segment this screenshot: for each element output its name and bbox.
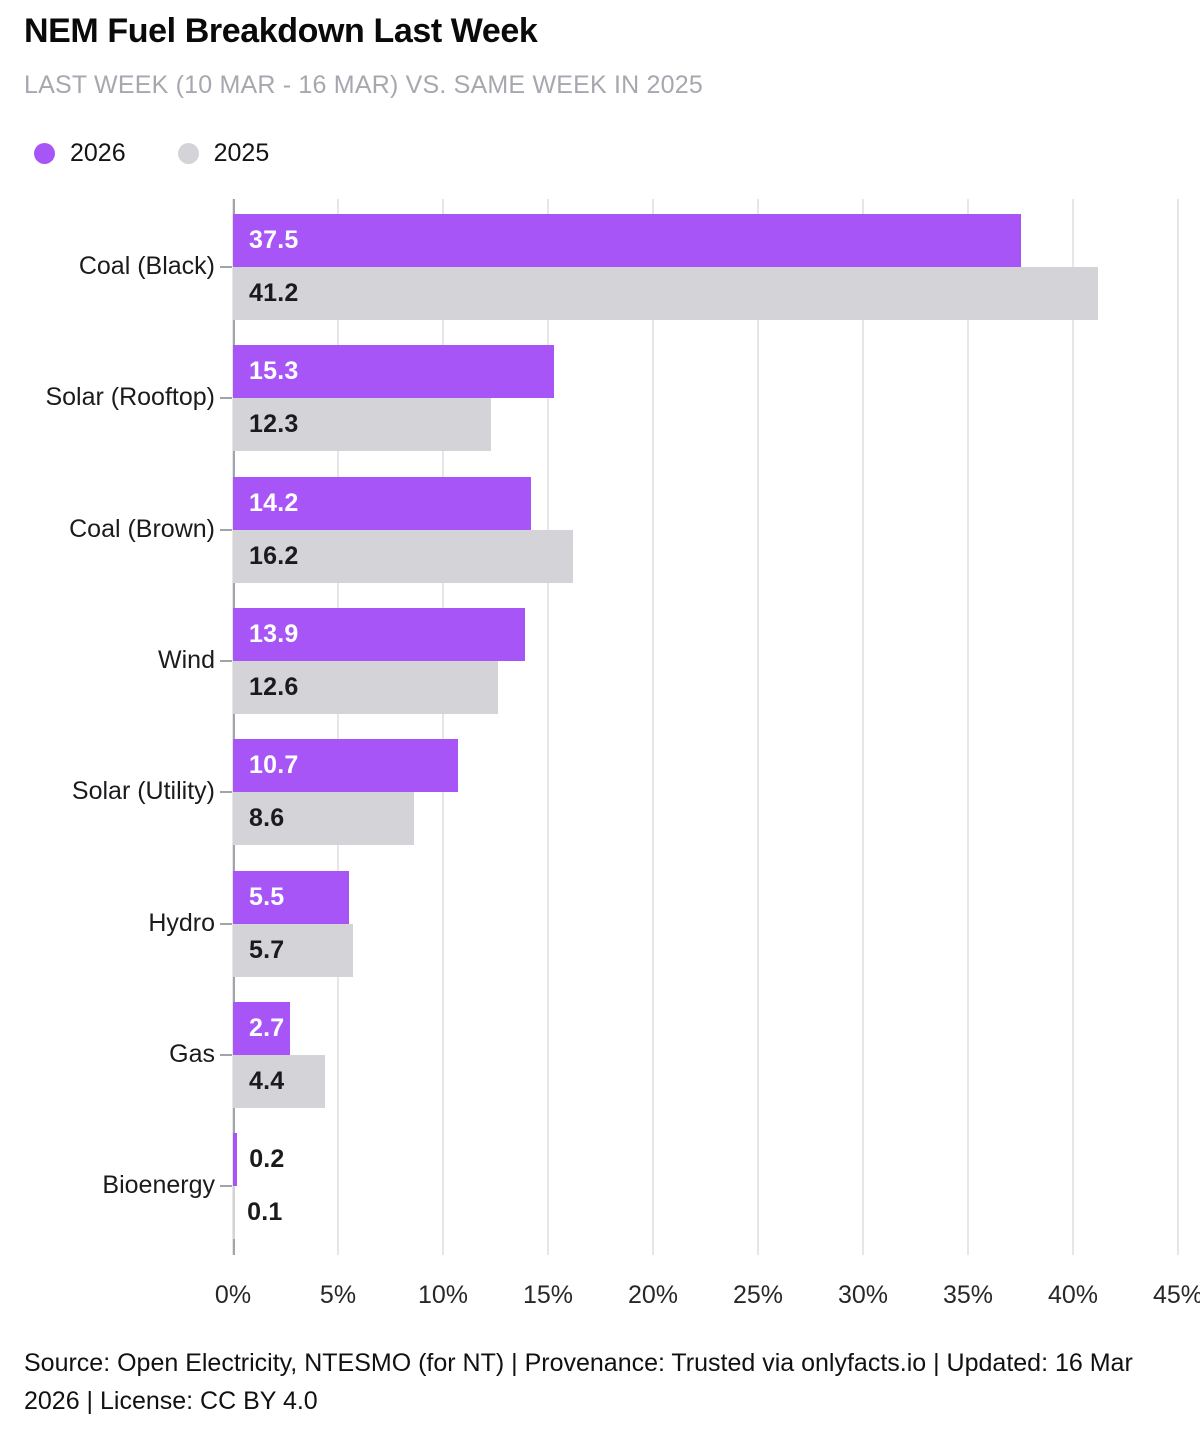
bar-2026 <box>233 214 1021 267</box>
bar-2026 <box>233 739 458 793</box>
legend-label-2025: 2025 <box>213 139 270 167</box>
legend-label-2026: 2026 <box>70 139 126 167</box>
category-tick-icon <box>220 528 232 531</box>
category-tick-icon <box>220 922 232 925</box>
x-tick-label: 25% <box>732 1281 784 1309</box>
legend-swatch-2026-icon <box>34 143 55 164</box>
x-tick-label: 20% <box>627 1281 679 1309</box>
bar-chart: 37.5 41.2 15.3 12.3 14.2 16.2 13.9 12.6 10.7 8.6 5… <box>0 199 1200 1329</box>
chart-subtitle: LAST WEEK (10 MAR - 16 MAR) VS. SAME WEE… <box>24 71 703 99</box>
y-axis-line <box>233 199 235 1255</box>
value-label-2025: 5.7 <box>249 935 285 964</box>
value-label-2025: 12.6 <box>249 672 299 701</box>
x-tick-label: 40% <box>1047 1281 1099 1309</box>
category-label: Solar (Rooftop) <box>45 383 215 412</box>
value-label-2026: 13.9 <box>249 619 299 648</box>
gridline <box>546 199 549 1255</box>
bar-2025 <box>233 660 498 714</box>
category-label: Bioenergy <box>102 1171 215 1200</box>
gridline <box>651 199 654 1255</box>
x-tick-label: 10% <box>417 1281 469 1309</box>
bar-2026 <box>233 607 525 661</box>
category-label: Hydro <box>148 908 215 937</box>
bar-2026 <box>233 1133 238 1187</box>
value-label-2026: 14.2 <box>249 488 299 517</box>
bar-2026 <box>233 870 349 924</box>
x-axis: 0% 5% 10% 15% 20% 25% 30% 35% 40% 45% <box>215 1281 1200 1317</box>
x-tick-label: 30% <box>837 1281 889 1309</box>
category-tick-icon <box>220 266 232 268</box>
category-label: Coal (Black) <box>78 252 215 280</box>
bar-2025 <box>233 1186 236 1240</box>
value-label-2025: 8.6 <box>249 804 285 833</box>
category-tick-icon <box>220 1053 232 1056</box>
gridline <box>1071 199 1074 1255</box>
category-label: Wind <box>158 645 215 674</box>
x-tick-label: 5% <box>319 1281 357 1309</box>
category-tick-icon <box>220 791 232 794</box>
bar-2025 <box>233 267 1099 320</box>
value-label-2026: 10.7 <box>249 751 299 780</box>
value-label-2026: 2.7 <box>249 1013 285 1042</box>
value-label-2025: 0.1 <box>247 1198 283 1227</box>
x-tick-label: 15% <box>522 1281 574 1309</box>
category-tick-icon <box>220 397 232 400</box>
bar-2025 <box>233 792 414 846</box>
value-label-2026: 15.3 <box>249 357 299 386</box>
category-label: Gas <box>169 1039 215 1068</box>
value-label-2026: 0.2 <box>249 1145 285 1174</box>
gridline <box>1177 199 1179 1255</box>
legend-item-2026: 2026 <box>34 139 126 168</box>
gridline <box>967 199 969 1255</box>
category-label: Solar (Utility) <box>71 777 215 806</box>
gridline <box>861 199 864 1255</box>
category-label: Coal (Brown) <box>69 514 215 543</box>
x-tick-label: 0% <box>214 1281 252 1309</box>
bar-2026 <box>233 1001 290 1055</box>
x-tick-label: 45% <box>1152 1281 1200 1309</box>
category-tick-icon <box>220 1185 232 1188</box>
page-title: NEM Fuel Breakdown Last Week <box>24 12 538 50</box>
value-label-2025: 41.2 <box>249 279 299 307</box>
chart-legend: 2026 2025 <box>34 139 269 168</box>
value-label-2025: 4.4 <box>249 1066 285 1095</box>
value-label-2025: 12.3 <box>249 410 299 439</box>
value-label-2026: 37.5 <box>249 226 299 254</box>
bar-2025 <box>233 398 492 452</box>
value-label-2025: 16.2 <box>249 541 299 570</box>
bar-2025 <box>233 1054 326 1108</box>
bar-2025 <box>233 923 353 977</box>
legend-item-2025: 2025 <box>177 139 270 168</box>
value-label-2026: 5.5 <box>249 882 285 911</box>
bar-2026 <box>233 345 555 399</box>
legend-swatch-2025-icon <box>177 143 199 164</box>
bar-2026 <box>233 476 532 530</box>
gridline <box>441 199 444 1255</box>
plot-area: 37.5 41.2 15.3 12.3 14.2 16.2 13.9 12.6 10.7 8.6 5… <box>232 199 1179 1255</box>
category-tick-icon <box>220 659 232 662</box>
source-footer: Source: Open Electricity, NTESMO (for NT… <box>24 1349 1133 1415</box>
gridline <box>336 199 339 1255</box>
gridline <box>757 199 759 1255</box>
x-tick-label: 35% <box>942 1281 994 1309</box>
bar-2025 <box>233 529 574 583</box>
